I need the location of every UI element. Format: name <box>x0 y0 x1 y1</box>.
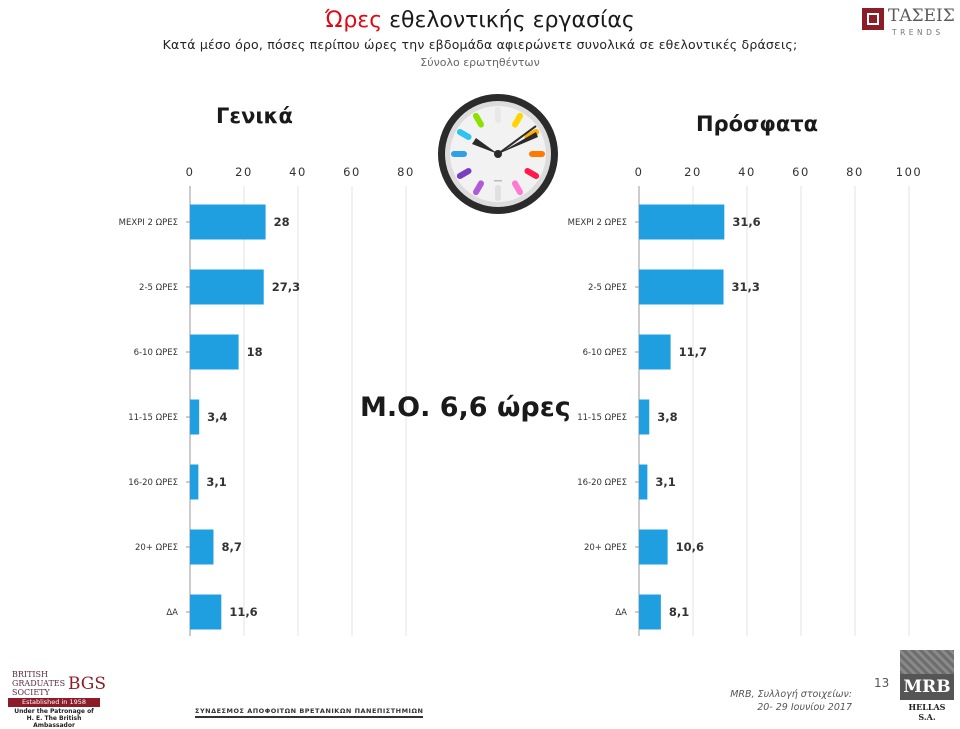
bgs-established: Established in 1958 <box>8 698 100 707</box>
bar <box>639 594 661 630</box>
mrb-logo: MRB HELLAS S.A. <box>900 650 954 722</box>
x-tick-label: 60 <box>343 165 361 179</box>
x-tick-label: 60 <box>792 165 810 179</box>
bgs-logo-text: BRITISH GRADUATES SOCIETY <box>12 670 65 697</box>
data-label: 27,3 <box>272 280 300 294</box>
source-note-line1: MRB, Συλλογή στοιχείων: <box>730 689 852 700</box>
bgs-line2: GRADUATES <box>12 679 66 688</box>
data-label: 11,6 <box>229 605 257 619</box>
x-tick-label: 40 <box>738 165 756 179</box>
bar <box>190 204 266 240</box>
category-label: ΔΑ <box>166 608 178 618</box>
x-tick-label: 100 <box>896 165 922 179</box>
x-tick-label: 20 <box>684 165 702 179</box>
bgs-patronage-line2: H. E. The British Ambassador <box>26 715 82 729</box>
source-note-line2: 20- 29 Ιουνίου 2017 <box>757 702 852 713</box>
data-label: 31,3 <box>732 280 760 294</box>
category-label: 2-5 ΩΡΕΣ <box>588 283 627 293</box>
clock-hour-mark <box>512 112 523 128</box>
category-label: ΜΕΧΡΙ 2 ΩΡΕΣ <box>119 218 178 228</box>
data-label: 3,1 <box>655 475 675 489</box>
left-bar-chart: 0 20 40 60 80 ΜΕΧΡΙ 2 ΩΡΕΣ 28 2-5 ΩΡΕΣ 27,3 6-10 … <box>119 165 415 636</box>
category-label: 16-20 ΩΡΕΣ <box>577 478 627 488</box>
right-bar-chart: 0 20 40 60 80 100 ΜΕΧΡΙ 2 ΩΡΕΣ 31,6 2-5 ΩΡΕΣ 31,3… <box>568 165 922 636</box>
clock-icon <box>438 94 558 214</box>
data-label: 11,7 <box>679 345 707 359</box>
data-label: 3,8 <box>657 410 677 424</box>
bar <box>639 399 650 435</box>
bgs-patronage: Under the Patronage of H. E. The British… <box>8 708 100 729</box>
bar <box>190 334 239 370</box>
tasis-logo-icon <box>862 8 884 30</box>
data-label: 28 <box>274 215 290 229</box>
clock-hour-mark <box>512 180 523 196</box>
category-label: 2-5 ΩΡΕΣ <box>139 283 178 293</box>
mrb-logo-name: MRB <box>900 674 954 700</box>
question-text: Κατά μέσο όρο, πόσες περίπου ώρες την εβ… <box>162 37 798 52</box>
clock-hour-mark <box>524 168 540 179</box>
x-tick-label: 20 <box>235 165 253 179</box>
left-chart-title: Γενικά <box>216 104 293 128</box>
category-label: 11-15 ΩΡΕΣ <box>128 413 178 423</box>
mrb-logo-pattern <box>900 650 954 674</box>
base-text: Σύνολο ερωτηθέντων <box>420 56 540 69</box>
tasis-logo-name: ΤΑΣΕΙΣ <box>888 6 955 26</box>
association-name: ΣΥΝΔΕΣΜΟΣ ΑΠΟΦΟΙΤΩΝ ΒΡΕΤΑΝΙΚΩΝ ΠΑΝΕΠΙΣΤΗ… <box>195 707 424 718</box>
data-label: 31,6 <box>732 215 760 229</box>
bar <box>190 269 264 305</box>
category-label: 16-20 ΩΡΕΣ <box>128 478 178 488</box>
tasis-logo-sub: TRENDS <box>892 28 944 37</box>
bar <box>639 204 725 240</box>
category-label: 20+ ΩΡΕΣ <box>135 543 178 553</box>
bar <box>190 464 199 500</box>
tasis-trends-logo: ΤΑΣΕΙΣ TRENDS <box>862 6 955 40</box>
category-label: 6-10 ΩΡΕΣ <box>583 348 627 358</box>
source-note: MRB, Συλλογή στοιχείων: 20- 29 Ιουνίου 2… <box>720 688 852 714</box>
bar <box>639 334 671 370</box>
bgs-line3: SOCIETY <box>12 688 50 697</box>
bgs-patronage-line1: Under the Patronage of <box>14 708 94 715</box>
category-label: 20+ ΩΡΕΣ <box>584 543 627 553</box>
title-rest: εθελοντικής εργασίας <box>382 8 635 33</box>
mrb-logo-sub: HELLAS S.A. <box>908 702 946 722</box>
average-hours-label: Μ.Ο. 6,6 ώρες <box>360 392 571 423</box>
bgs-logo: BRITISH GRADUATES SOCIETY BGS Establishe… <box>8 670 106 729</box>
x-tick-label: 80 <box>846 165 864 179</box>
bar <box>190 529 214 565</box>
clock-hour-mark <box>473 112 484 128</box>
x-tick-label: 40 <box>289 165 307 179</box>
bar <box>190 399 200 435</box>
x-tick-label: 0 <box>186 165 195 179</box>
data-label: 18 <box>247 345 263 359</box>
category-label: ΔΑ <box>615 608 627 618</box>
bgs-monogram: BGS <box>68 674 107 694</box>
right-chart-title: Πρόσφατα <box>696 112 819 136</box>
data-label: 3,4 <box>207 410 227 424</box>
bar <box>639 529 668 565</box>
category-label: ΜΕΧΡΙ 2 ΩΡΕΣ <box>568 218 627 228</box>
page-number: 13 <box>874 676 890 690</box>
category-label: 11-15 ΩΡΕΣ <box>577 413 627 423</box>
clock-hour-mark <box>473 180 484 196</box>
data-label: 10,6 <box>676 540 704 554</box>
slide-title: Ώρες εθελοντικής εργασίας <box>0 8 960 33</box>
title-accent: Ώρες <box>325 8 383 33</box>
slide-header: Ώρες εθελοντικής εργασίας Κατά μέσο όρο,… <box>0 8 960 69</box>
clock-hour-mark <box>456 168 472 179</box>
data-label: 3,1 <box>206 475 226 489</box>
bar <box>639 269 724 305</box>
clock-hour-mark <box>456 129 472 140</box>
bgs-line1: BRITISH <box>12 670 49 679</box>
bar <box>190 594 222 630</box>
x-tick-label: 80 <box>397 165 415 179</box>
category-label: 6-10 ΩΡΕΣ <box>134 348 178 358</box>
data-label: 8,1 <box>669 605 689 619</box>
data-label: 8,7 <box>221 540 241 554</box>
x-tick-label: 0 <box>635 165 644 179</box>
bar <box>639 464 648 500</box>
